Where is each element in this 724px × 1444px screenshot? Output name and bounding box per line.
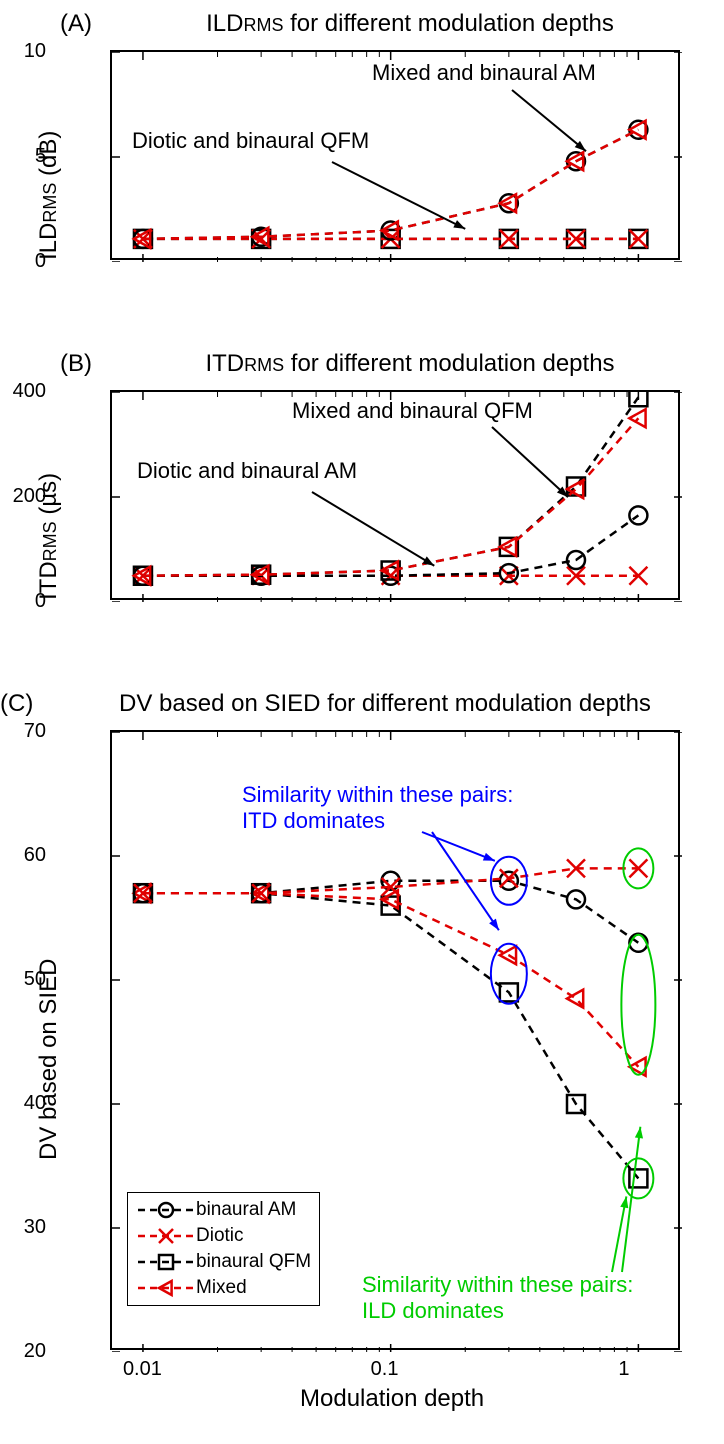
- panel-b-svg: Mixed and binaural QFM Diotic and binaura…: [112, 392, 682, 602]
- panel-c-title: DV based on SIED for different modulatio…: [45, 690, 724, 718]
- svg-text:Diotic and binaural QFM: Diotic and binaural QFM: [132, 128, 369, 153]
- panel-a: (A) ILDRMS for different modulation dept…: [0, 0, 724, 310]
- svg-text:ITD dominates: ITD dominates: [242, 808, 385, 833]
- svg-text:Mixed and binaural QFM: Mixed and binaural QFM: [292, 398, 533, 423]
- figure-container: (A) ILDRMS for different modulation dept…: [0, 0, 724, 1444]
- panel-a-plot: Mixed and binaural AM Diotic and binaural…: [110, 50, 680, 260]
- svg-text:ILD dominates: ILD dominates: [362, 1298, 504, 1323]
- panel-b-plot: Mixed and binaural QFM Diotic and binaura…: [110, 390, 680, 600]
- y-tick-label: 200: [0, 485, 46, 508]
- panel-a-title-rest: for different modulation depths: [283, 10, 613, 37]
- y-tick-label: 50: [0, 968, 46, 991]
- legend-label: binaural AM: [196, 1199, 296, 1221]
- panel-b-title-main: ITD: [205, 350, 244, 377]
- panel-b-title-sub: RMS: [244, 355, 284, 375]
- y-tick-label: 30: [0, 1216, 46, 1239]
- legend-label: binaural QFM: [196, 1251, 311, 1273]
- y-tick-label: 400: [0, 380, 46, 403]
- y-tick-label: 60: [0, 844, 46, 867]
- x-tick-label: 0.01: [123, 1358, 162, 1381]
- panel-c-letter: (C): [0, 690, 33, 718]
- y-tick-label: 0: [0, 590, 46, 613]
- y-tick-label: 70: [0, 720, 46, 743]
- panel-c: (C) DV based on SIED for different modul…: [0, 680, 724, 1444]
- legend-item: binaural AM: [136, 1197, 311, 1223]
- panel-b: (B) ITDRMS for different modulation dept…: [0, 340, 724, 650]
- y-tick-label: 20: [0, 1340, 46, 1363]
- panel-a-title: ILDRMS for different modulation depths: [150, 10, 670, 38]
- panel-a-svg: Mixed and binaural AM Diotic and binaural…: [112, 52, 682, 262]
- y-tick-label: 0: [0, 250, 46, 273]
- y-tick-label: 5: [0, 145, 46, 168]
- x-tick-label: 0.1: [371, 1358, 399, 1381]
- legend-item: Mixed: [136, 1275, 311, 1301]
- svg-text:Diotic and binaural AM: Diotic and binaural AM: [137, 458, 357, 483]
- panel-a-letter: (A): [60, 10, 92, 38]
- legend-label: Diotic: [196, 1225, 244, 1247]
- legend-item: Diotic: [136, 1223, 311, 1249]
- y-tick-label: 40: [0, 1092, 46, 1115]
- legend-label: Mixed: [196, 1277, 247, 1299]
- svg-text:Mixed and binaural AM: Mixed and binaural AM: [372, 60, 596, 85]
- svg-text:Similarity within these pairs:: Similarity within these pairs:: [242, 782, 513, 807]
- legend-item: binaural QFM: [136, 1249, 311, 1275]
- panel-b-ylabel-sub: RMS: [40, 521, 60, 561]
- panel-a-title-sub: RMS: [243, 15, 283, 35]
- svg-text:Similarity within these pairs:: Similarity within these pairs:: [362, 1272, 633, 1297]
- y-tick-label: 10: [0, 40, 46, 63]
- panel-b-letter: (B): [60, 350, 92, 378]
- panel-c-plot: Similarity within these pairs:ITD domina…: [110, 730, 680, 1350]
- x-tick-label: 1: [618, 1358, 629, 1381]
- panel-b-title-rest: for different modulation depths: [284, 350, 614, 377]
- panel-a-ylabel-sub: RMS: [40, 183, 60, 223]
- x-axis-label: Modulation depth: [300, 1385, 484, 1413]
- panel-b-title: ITDRMS for different modulation depths: [150, 350, 670, 378]
- panel-a-title-main: ILD: [206, 10, 243, 37]
- legend: binaural AM Diotic binaural QFM Mixed: [127, 1192, 320, 1306]
